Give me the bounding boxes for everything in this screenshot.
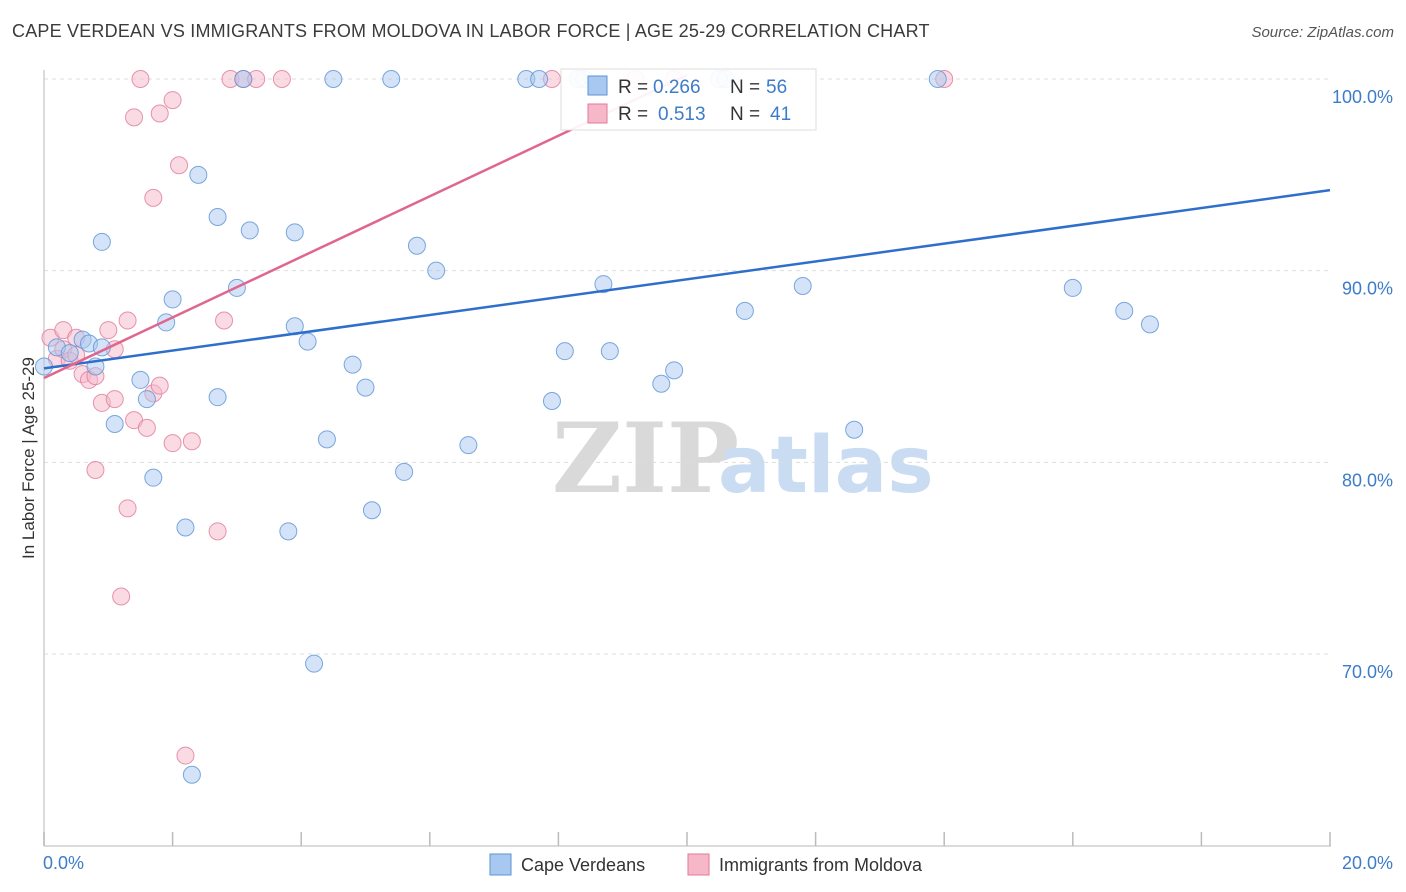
moldova-point — [137, 418, 156, 437]
cape-verdean-point — [163, 290, 182, 309]
cape-verdean-point — [928, 70, 947, 88]
cape-verdean-point — [189, 165, 208, 184]
moldova-point — [182, 432, 201, 451]
cape-verdean-point — [665, 361, 684, 380]
moldova-point — [86, 461, 105, 479]
cape-verdean-point — [208, 388, 227, 407]
cape-verdean-point — [793, 277, 812, 295]
y-tick-label: 80.0% — [1342, 470, 1393, 490]
cape-verdean-point — [317, 430, 336, 449]
legend-r-value-blue: 0.266 — [653, 77, 701, 98]
cape-verdean-point — [105, 415, 124, 433]
moldova-point — [163, 91, 182, 110]
cape-verdean-point — [92, 232, 111, 251]
moldova-swatch-icon — [687, 853, 710, 876]
moldova-point — [105, 390, 124, 409]
y-tick-label: 100.0% — [1332, 87, 1393, 107]
moldova-point — [150, 104, 169, 123]
cape-verdean-point — [382, 70, 401, 88]
x-tick-label: 0.0% — [43, 853, 84, 873]
y-axis-label: In Labor Force | Age 25-29 — [19, 357, 38, 559]
cape-verdean-point — [1063, 278, 1082, 297]
cape-verdean-point — [459, 436, 478, 455]
watermark-atlas: atlas — [718, 421, 934, 511]
y-tick-label: 90.0% — [1342, 279, 1393, 299]
x-tick-labels: 0.0% 20.0% — [43, 853, 1393, 873]
cape-verdean-point — [298, 332, 317, 351]
moldova-point — [118, 311, 137, 330]
cape-verdean-point — [845, 420, 864, 439]
cape-verdean-point — [131, 370, 150, 389]
cape-verdean-point — [362, 501, 381, 520]
cape-verdean-point — [600, 342, 619, 361]
moldova-point — [176, 746, 195, 765]
cape-verdean-trend-line — [43, 188, 1331, 370]
cape-verdean-point — [305, 654, 324, 673]
legend-n-value-pink: 41 — [770, 104, 791, 125]
cape-verdean-point — [542, 392, 561, 410]
legend-n-value-blue: 56 — [766, 77, 787, 98]
cape-verdean-point — [137, 390, 156, 409]
legend-n-label-blue: N = — [730, 77, 760, 98]
moldova-point — [215, 311, 234, 330]
cape-verdean-point — [427, 261, 446, 280]
cape-verdean-point — [652, 374, 671, 393]
moldova-point — [272, 70, 291, 88]
cape-verdean-point — [324, 70, 343, 88]
x-tick-label: 20.0% — [1342, 853, 1393, 873]
gridlines — [44, 78, 1331, 655]
cape-verdean-point — [735, 301, 754, 320]
cape-verdeans-swatch-icon — [489, 853, 512, 876]
legend-cape-verdeans: Cape Verdeans — [521, 855, 645, 875]
cape-verdean-point — [407, 236, 426, 255]
cape-verdean-point — [240, 221, 259, 240]
legend-r-label-pink: R = — [618, 104, 648, 125]
cape-verdean-point — [208, 208, 227, 226]
series-legend: Cape Verdeans Immigrants from Moldova — [489, 853, 923, 876]
moldova-point — [144, 188, 163, 207]
x-ticks — [43, 832, 1331, 846]
stats-legend: R = 0.266 N = 56 R = 0.513 N = 41 — [560, 68, 817, 131]
cape-verdean-point — [60, 344, 79, 363]
moldova-point — [131, 70, 150, 88]
moldova-point — [170, 156, 189, 175]
cape-verdean-point — [530, 70, 549, 88]
legend-n-label-pink: N = — [730, 104, 760, 125]
cape-verdean-point — [176, 518, 195, 537]
moldova-point — [163, 434, 182, 453]
moldova-point — [118, 499, 137, 518]
y-tick-label: 70.0% — [1342, 662, 1393, 682]
moldova-point — [150, 376, 169, 395]
moldova-point — [125, 108, 144, 127]
moldova-points — [41, 70, 954, 765]
source-credit: Source: ZipAtlas.com — [1251, 24, 1394, 41]
cape-verdean-point — [594, 275, 613, 294]
moldova-point — [208, 522, 227, 541]
cape-verdean-point — [395, 462, 414, 481]
legend-r-value-pink: 0.513 — [658, 104, 706, 125]
cape-verdean-point — [356, 378, 375, 397]
blue-swatch-icon — [587, 75, 608, 96]
chart-title: CAPE VERDEAN VS IMMIGRANTS FROM MOLDOVA … — [12, 21, 930, 41]
cape-verdean-point — [144, 468, 163, 487]
pink-swatch-icon — [587, 103, 608, 124]
watermark-zip: ZIP — [552, 402, 739, 515]
legend-r-label-blue: R = — [618, 77, 648, 98]
watermark: ZIP atlas — [552, 402, 934, 515]
legend-moldova: Immigrants from Moldova — [719, 855, 923, 875]
y-tick-labels: 100.0% 90.0% 80.0% 70.0% — [1332, 87, 1393, 682]
cape-verdean-point — [343, 355, 362, 374]
cape-verdean-point — [555, 342, 574, 361]
moldova-point — [99, 321, 118, 340]
cape-verdean-point — [182, 765, 201, 784]
cape-verdean-point — [1115, 301, 1134, 320]
cape-verdean-point — [279, 522, 298, 541]
cape-verdean-point — [1140, 315, 1159, 334]
moldova-point — [112, 587, 131, 606]
cape-verdean-point — [234, 70, 253, 88]
cape-verdean-point — [285, 223, 304, 242]
